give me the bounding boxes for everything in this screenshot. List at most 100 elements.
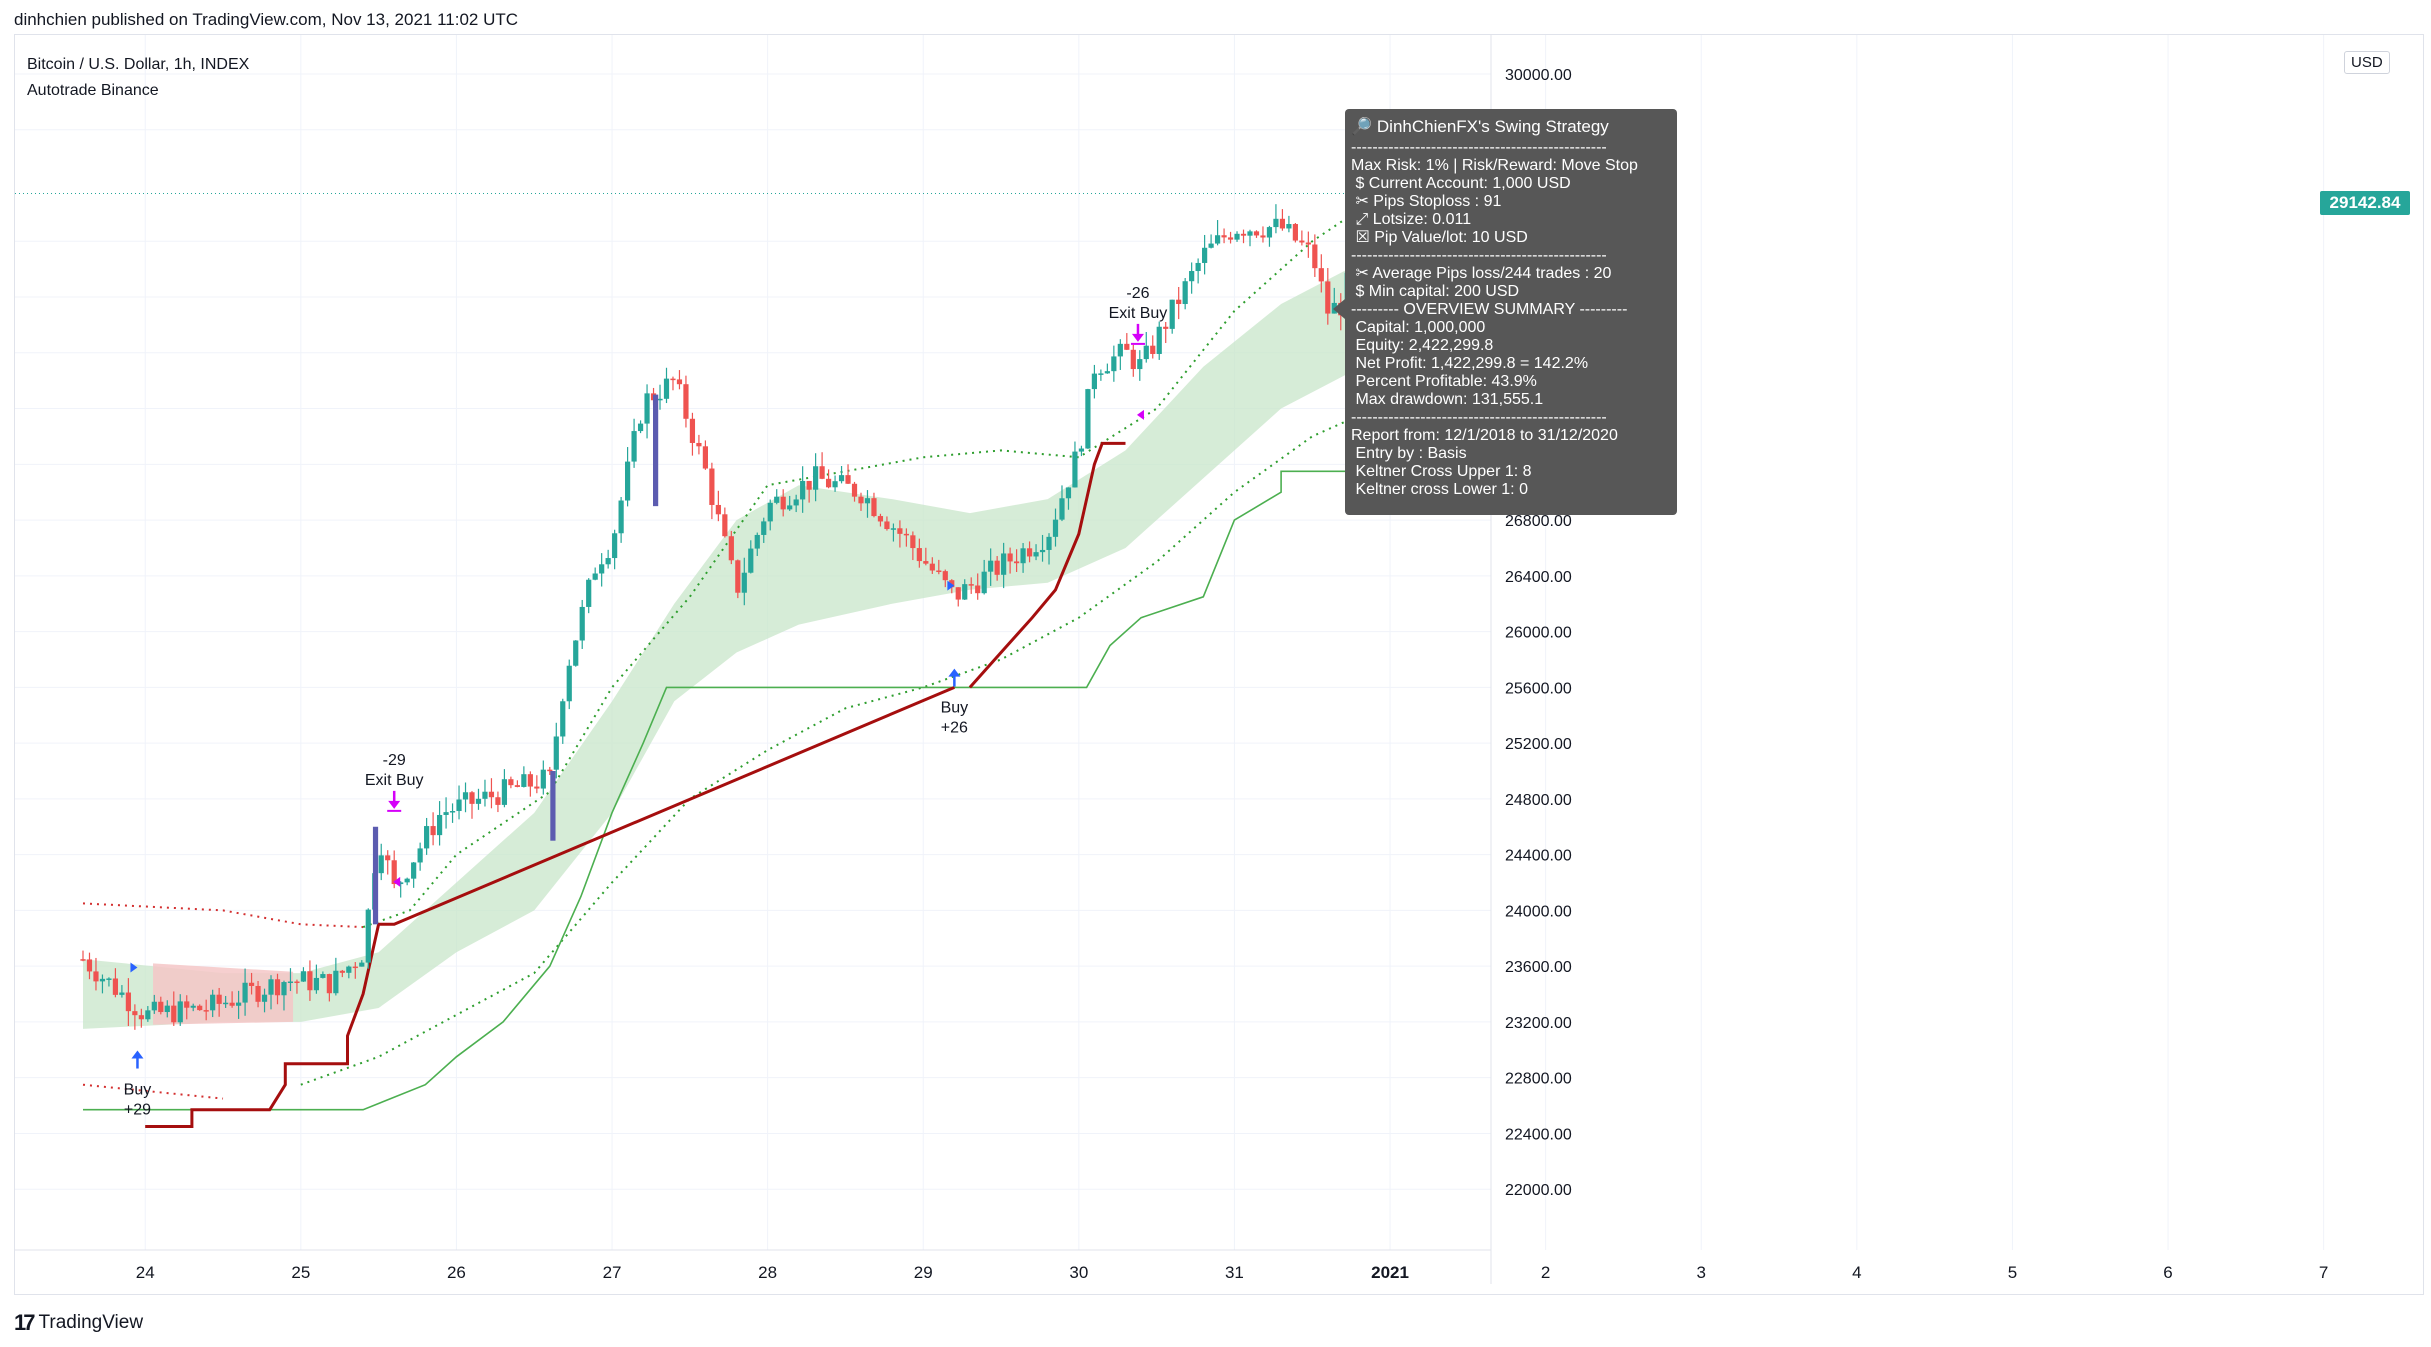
candle-body xyxy=(1085,389,1091,449)
candle-body xyxy=(916,548,922,562)
trade-pnl: -26 xyxy=(1126,285,1149,302)
publisher-header: dinhchien published on TradingView.com, … xyxy=(14,10,519,29)
candle-body xyxy=(398,882,404,885)
candle-body xyxy=(599,564,605,574)
candle-body xyxy=(404,878,410,883)
candle-body xyxy=(631,431,637,462)
candle-body xyxy=(443,812,449,815)
x-tick-label: 6 xyxy=(2163,1263,2172,1282)
candle-body xyxy=(864,498,871,504)
x-tick-label: 3 xyxy=(1697,1263,1706,1282)
candle-body xyxy=(430,826,436,836)
candle-body xyxy=(644,393,650,424)
candle-body xyxy=(294,981,300,984)
candle-body xyxy=(1299,240,1305,243)
candle-body xyxy=(994,560,1000,575)
candle-body xyxy=(936,570,942,573)
info-line: Report from: 12/1/2018 to 31/12/2020 xyxy=(1351,427,1618,444)
keltner-lower-green xyxy=(300,407,1375,1086)
candle-body xyxy=(890,528,897,530)
indicator-label[interactable]: Autotrade Binance xyxy=(27,82,159,99)
candle-body xyxy=(1240,233,1247,236)
symbol-label[interactable]: Bitcoin / U.S. Dollar, 1h, INDEX xyxy=(27,56,250,73)
candle-body xyxy=(1325,281,1331,314)
candle-body xyxy=(1247,231,1253,236)
y-tick-label: 26000.00 xyxy=(1505,625,1572,642)
candle-body xyxy=(1137,359,1143,370)
candle-body xyxy=(1208,243,1214,248)
candle-body xyxy=(184,1001,190,1008)
candle-body xyxy=(605,558,611,565)
candle-body xyxy=(1072,451,1078,488)
candle-body xyxy=(1098,373,1104,375)
buy-arrow-head-icon xyxy=(131,1050,144,1059)
exit-arrow-head-icon xyxy=(1131,333,1144,342)
candle-body xyxy=(1266,227,1273,238)
candle-body xyxy=(1305,242,1311,245)
trade-markers: Buy +29 -29 Exit Buy Buy +26 -26 Exit Buy xyxy=(124,285,1168,1119)
y-tick-label: 24000.00 xyxy=(1505,903,1572,920)
candle-body xyxy=(177,1001,183,1023)
candle-body xyxy=(910,535,916,549)
candle-body xyxy=(1001,553,1007,575)
candle-body xyxy=(942,571,948,581)
y-tick-label: 22800.00 xyxy=(1505,1071,1572,1088)
candle-body xyxy=(709,468,715,505)
candle-body xyxy=(1117,343,1123,357)
candle-body xyxy=(424,826,430,849)
info-line: Capital: 1,000,000 xyxy=(1351,319,1486,336)
candle-body xyxy=(1014,561,1020,564)
candle-body xyxy=(333,970,339,994)
trade-label: Exit Buy xyxy=(365,772,424,789)
candle-body xyxy=(197,1005,203,1011)
candle-body xyxy=(300,971,307,982)
footer[interactable]: 17 TradingView xyxy=(14,1310,143,1336)
candle-body xyxy=(223,1002,229,1005)
x-tick-label: 26 xyxy=(447,1263,466,1282)
candle-body xyxy=(612,533,618,559)
candle-body xyxy=(929,563,935,571)
candle-body xyxy=(1020,548,1026,564)
candle-body xyxy=(93,971,99,982)
candle-body xyxy=(1091,373,1097,390)
x-tick-label: 28 xyxy=(758,1263,777,1282)
info-line: $ Current Account: 1,000 USD xyxy=(1351,175,1571,192)
candle-body xyxy=(203,1010,209,1012)
candle-body xyxy=(1150,345,1156,354)
info-line: Max drawdown: 131,555.1 xyxy=(1351,391,1544,408)
candle-body xyxy=(975,585,981,594)
candle-body xyxy=(903,533,909,536)
trade-pnl: +26 xyxy=(941,720,968,737)
entry-triangle-icon xyxy=(947,580,955,591)
trade-label: Buy xyxy=(941,700,969,717)
candle-body xyxy=(1176,299,1182,305)
candle-body xyxy=(106,978,112,980)
candle-body xyxy=(1052,519,1059,537)
candle-body xyxy=(449,811,456,813)
x-tick-label: 7 xyxy=(2319,1263,2328,1282)
info-line: Equity: 2,422,299.8 xyxy=(1351,337,1494,354)
candle-body xyxy=(586,579,592,607)
candle-body xyxy=(1195,262,1201,272)
candle-body xyxy=(560,701,566,737)
candle-body xyxy=(365,909,371,963)
candle-body xyxy=(359,962,365,967)
chart-canvas[interactable]: Buy +29 -29 Exit Buy Buy +26 -26 Exit Buy 30000… xyxy=(15,35,2423,1294)
candle-body xyxy=(1130,349,1136,370)
candle-body xyxy=(391,860,397,885)
y-tick-label: 22000.00 xyxy=(1505,1182,1572,1199)
x-axis: 24 25 26 27 28 29 30 31 2021 2 3 4 5 6 7 xyxy=(15,1249,2328,1282)
currency-button[interactable]: USD xyxy=(2344,51,2390,74)
candle-body xyxy=(1156,326,1162,354)
candle-body xyxy=(1318,268,1324,282)
candle-body xyxy=(229,1002,235,1006)
candle-body xyxy=(761,521,767,535)
y-tick-label: 23600.00 xyxy=(1505,959,1572,976)
candle-body xyxy=(1273,218,1279,228)
candle-body xyxy=(923,561,929,564)
candle-body xyxy=(748,548,754,573)
candle-body xyxy=(112,978,119,995)
candle-body xyxy=(1046,536,1052,550)
candle-body xyxy=(469,792,475,804)
highlight-candle xyxy=(653,394,659,507)
